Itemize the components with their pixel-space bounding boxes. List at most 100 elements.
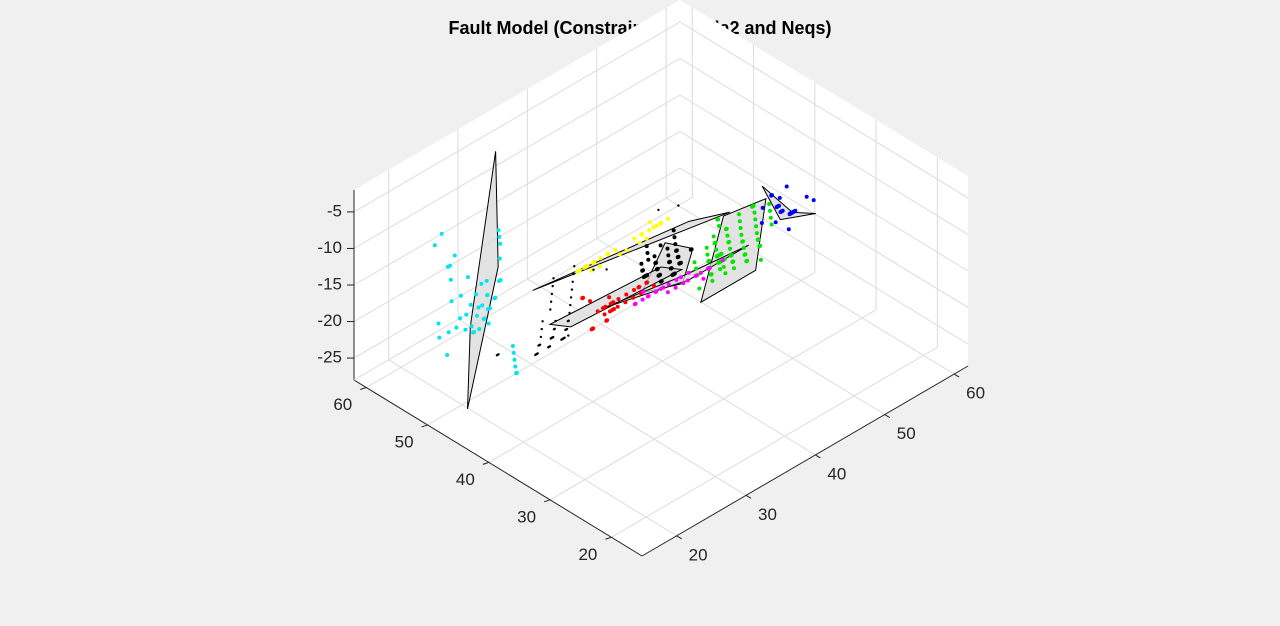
data-point <box>678 275 683 280</box>
x-tick-label: 40 <box>827 464 846 483</box>
data-point <box>496 228 501 233</box>
data-point <box>623 300 628 305</box>
data-point <box>709 272 714 277</box>
data-point <box>637 240 642 245</box>
grid-line-z <box>353 94 681 286</box>
grid-line-y <box>549 309 877 501</box>
x-tick-labels: 20 30 40 50 60 <box>689 384 985 565</box>
data-point <box>707 258 712 263</box>
data-point <box>714 247 719 252</box>
data-point <box>758 243 763 248</box>
data-point <box>768 215 773 220</box>
data-point <box>631 295 636 300</box>
grid-lines <box>353 0 969 556</box>
data-point <box>633 301 638 306</box>
x-tick-mark <box>884 414 891 418</box>
z-tick-label: -25 <box>317 348 342 367</box>
data-point <box>659 279 664 284</box>
data-point <box>727 239 732 244</box>
data-point <box>811 198 816 203</box>
x-tick-mark <box>676 535 682 540</box>
data-point <box>705 252 710 257</box>
data-point <box>563 336 566 339</box>
z-tick-label: -15 <box>317 274 342 293</box>
data-point <box>720 258 725 263</box>
data-point <box>553 327 556 330</box>
data-point <box>704 245 709 250</box>
data-point <box>672 235 677 240</box>
data-point <box>768 208 772 213</box>
data-point <box>477 327 482 331</box>
data-point <box>541 320 544 323</box>
data-point <box>550 292 554 296</box>
data-point <box>731 259 736 264</box>
grid-line-z <box>679 58 969 235</box>
y-axis-line <box>353 379 643 557</box>
data-point <box>534 353 538 356</box>
x-tick-label: 50 <box>897 424 916 443</box>
data-point <box>645 273 650 278</box>
data-point <box>718 267 723 272</box>
data-point <box>685 278 690 283</box>
data-point <box>705 266 710 271</box>
data-point <box>598 256 603 261</box>
data-point <box>448 277 453 282</box>
data-point <box>549 308 552 311</box>
data-point <box>445 353 450 357</box>
data-point <box>697 286 702 291</box>
data-point <box>694 266 699 271</box>
data-point <box>552 335 555 339</box>
data-point <box>595 309 600 314</box>
data-point <box>474 292 479 297</box>
data-point <box>632 236 637 241</box>
data-point <box>632 288 636 292</box>
data-point <box>464 312 469 317</box>
data-point <box>694 273 699 278</box>
data-point <box>741 246 746 250</box>
z-tick-label: -10 <box>317 238 342 257</box>
data-point <box>539 335 543 339</box>
data-point <box>804 194 809 199</box>
data-point <box>624 292 629 297</box>
data-point <box>669 266 674 271</box>
data-point <box>551 284 554 288</box>
data-point <box>512 357 517 362</box>
data-point <box>655 266 660 271</box>
data-point <box>659 220 664 225</box>
data-point <box>469 324 474 329</box>
data-point <box>646 257 651 262</box>
data-point <box>568 311 571 315</box>
data-point <box>437 335 442 340</box>
grid-line-x <box>665 197 955 375</box>
data-point <box>458 293 463 298</box>
data-point <box>717 224 721 228</box>
data-point <box>497 256 502 261</box>
data-points <box>432 184 816 376</box>
data-point <box>674 277 679 282</box>
data-point <box>513 364 518 369</box>
grid-line-y <box>366 197 693 388</box>
data-point <box>572 272 575 276</box>
data-point <box>498 278 503 283</box>
data-point <box>615 304 620 309</box>
box-edge <box>353 189 681 381</box>
data-point <box>677 204 680 207</box>
data-point <box>758 257 763 262</box>
data-point <box>777 203 781 208</box>
data-point <box>538 343 542 346</box>
grid-line-y <box>488 271 816 463</box>
data-point <box>549 300 553 303</box>
grid-line-z <box>353 21 681 213</box>
x-tick-label: 30 <box>758 505 777 524</box>
data-point <box>485 293 490 298</box>
data-point <box>654 223 659 228</box>
data-point <box>482 316 487 321</box>
grid-line-x <box>388 359 677 537</box>
data-point <box>698 270 703 275</box>
data-point <box>602 312 607 317</box>
data-point <box>585 263 590 268</box>
data-point <box>573 265 576 268</box>
data-point <box>715 217 720 222</box>
data-point <box>644 236 649 241</box>
